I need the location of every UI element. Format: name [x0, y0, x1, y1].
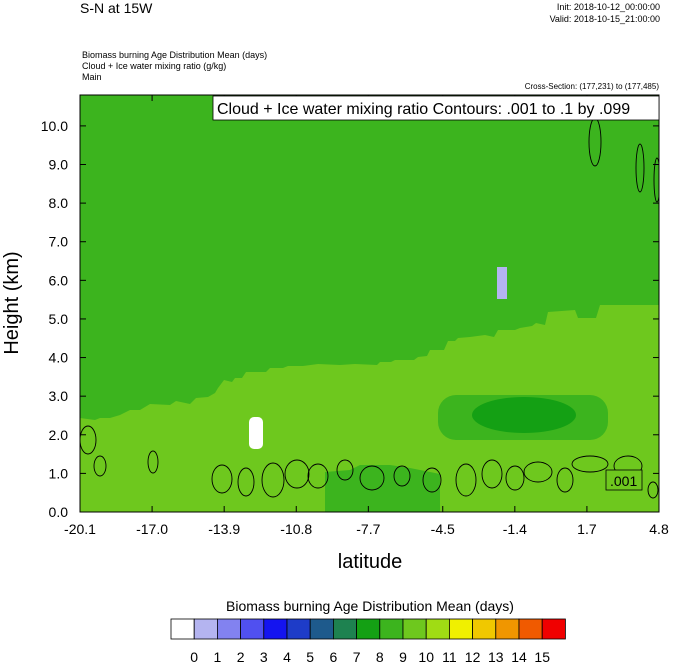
colorbar-label: 13	[488, 649, 504, 665]
cross-section-label: Cross-Section: (177,231) to (177,485)	[524, 82, 659, 91]
x-tick-label: -10.8	[280, 521, 312, 537]
colorbar-swatch	[448, 618, 473, 640]
colorbar-swatch	[193, 618, 218, 640]
x-tick-label: -13.9	[208, 521, 240, 537]
y-tick-label: 6.0	[49, 272, 69, 288]
colorbar-label: 15	[534, 649, 550, 665]
contour-value-label: .001	[610, 473, 637, 489]
x-tick-label: -4.5	[431, 521, 455, 537]
colorbar-swatch	[216, 618, 241, 640]
y-tick-label: 7.0	[49, 234, 69, 250]
colorbar-label: 3	[260, 649, 268, 665]
colorbar-label: 5	[306, 649, 314, 665]
y-tick-label: 9.0	[49, 157, 69, 173]
plot-frame	[79, 94, 660, 513]
colorbar-swatch	[472, 618, 497, 640]
colorbar-label: 8	[376, 649, 384, 665]
colorbar-swatch	[170, 618, 195, 640]
desc-line-2: Cloud + Ice water mixing ratio (g/kg)	[82, 61, 227, 71]
colorbar-label: 7	[353, 649, 361, 665]
colorbar-label: 12	[465, 649, 481, 665]
contour-legend-box	[212, 95, 660, 121]
colorbar-swatch	[286, 618, 311, 640]
colorbar-swatch	[425, 618, 450, 640]
y-tick-label: 3.0	[49, 388, 69, 404]
surface-patch	[325, 465, 440, 512]
y-tick-label: 5.0	[49, 311, 69, 327]
x-tick-label: -1.4	[503, 521, 527, 537]
y-tick-label: 10.0	[41, 118, 68, 134]
colorbar: 0 1 2 3 4 5 6 7 8 9 10 11 12 13 14 15	[170, 618, 566, 665]
colorbar-label: 2	[237, 649, 245, 665]
colorbar-swatch	[518, 618, 543, 640]
x-tick-label: 4.8	[649, 521, 669, 537]
y-tick-label: 0.0	[49, 504, 69, 520]
colorbar-swatch	[379, 618, 404, 640]
colorbar-label: 9	[399, 649, 407, 665]
colorbar-label: 4	[283, 649, 291, 665]
desc-line-1: Biomass burning Age Distribution Mean (d…	[82, 50, 268, 60]
y-tick-label: 2.0	[49, 427, 69, 443]
y-axis: 0.0 1.0 2.0 3.0 4.0 5.0 6.0 7.0 8.0 9.0 10.0	[41, 118, 659, 520]
colorbar-swatch	[240, 618, 265, 640]
colorbar-label: 14	[511, 649, 527, 665]
colorbar-swatch	[309, 618, 334, 640]
colorbar-label: 0	[190, 649, 198, 665]
colorbar-label: 1	[214, 649, 222, 665]
y-tick-label: 8.0	[49, 195, 69, 211]
x-tick-label: -7.7	[356, 521, 380, 537]
contour-legend-text: Cloud + Ice water mixing ratio Contours:…	[217, 101, 630, 118]
desc-line-3: Main	[82, 72, 102, 82]
field-descriptions: Biomass burning Age Distribution Mean (d…	[82, 50, 267, 83]
colorbar-label: 6	[330, 649, 338, 665]
cloud-contours	[80, 117, 659, 499]
colorbar-swatch	[263, 618, 288, 640]
colorbar-label: 10	[418, 649, 434, 665]
valid-time: Valid: 2018-10-15_21:00:00	[549, 14, 660, 24]
y-axis-title: Height (km)	[1, 251, 23, 354]
page-title: S-N at 15W	[80, 0, 153, 16]
zero-age-spot	[249, 417, 263, 449]
x-tick-label: 1.7	[577, 521, 597, 537]
run-times: Init: 2018-10-12_00:00:00 Valid: 2018-10…	[550, 1, 660, 25]
x-tick-label: -20.1	[64, 521, 96, 537]
contour-value-box	[605, 469, 643, 491]
colorbar-title: Biomass burning Age Distribution Mean (d…	[226, 598, 514, 614]
colorbar-swatch	[332, 618, 357, 640]
colorbar-swatch	[356, 618, 381, 640]
y-tick-label: 4.0	[49, 350, 69, 366]
core-patch	[472, 397, 576, 433]
colorbar-swatch	[495, 618, 520, 640]
upper-layer-fill	[80, 95, 659, 420]
colorbar-swatch	[402, 618, 427, 640]
low-age-spot	[497, 267, 507, 299]
x-axis: -20.1 -17.0 -13.9 -10.8 -7.7 -4.5 -1.4 1.7 4.8	[64, 95, 669, 537]
x-tick-label: -17.0	[136, 521, 168, 537]
init-time: Init: 2018-10-12_00:00:00	[556, 2, 660, 12]
colorbar-swatch	[541, 618, 566, 640]
colorbar-label: 11	[442, 649, 457, 665]
y-tick-label: 1.0	[49, 465, 69, 481]
x-axis-title: latitude	[338, 551, 403, 573]
